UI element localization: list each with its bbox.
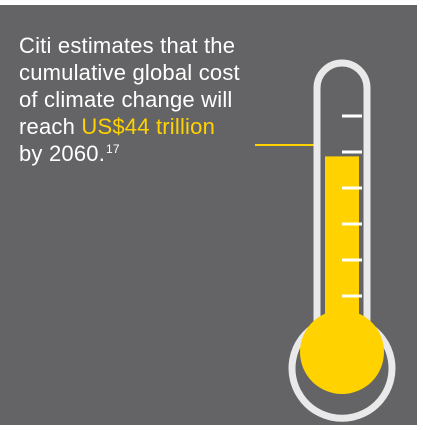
thermometer-ticks [342,114,362,298]
thermometer-outline [288,59,396,422]
statement-line-5: by 2060.17 [19,140,309,167]
statement-line-4: reach US$44 trillion [19,113,309,140]
footnote-marker: 17 [106,141,120,156]
statement-line-4-prefix: reach [19,114,82,139]
thermometer-bulb [300,310,384,394]
statement-line-5-text: by 2060. [19,141,106,166]
cost-highlight: US$44 trillion [81,114,215,139]
statement-line-1: Citi estimates that the [19,33,236,58]
statement-text: Citi estimates that the cumulative globa… [19,32,309,167]
statement-line-3: of climate change will [19,87,233,112]
callout-connector-line [255,144,317,146]
statement-line-2: cumulative global cost [19,60,240,85]
